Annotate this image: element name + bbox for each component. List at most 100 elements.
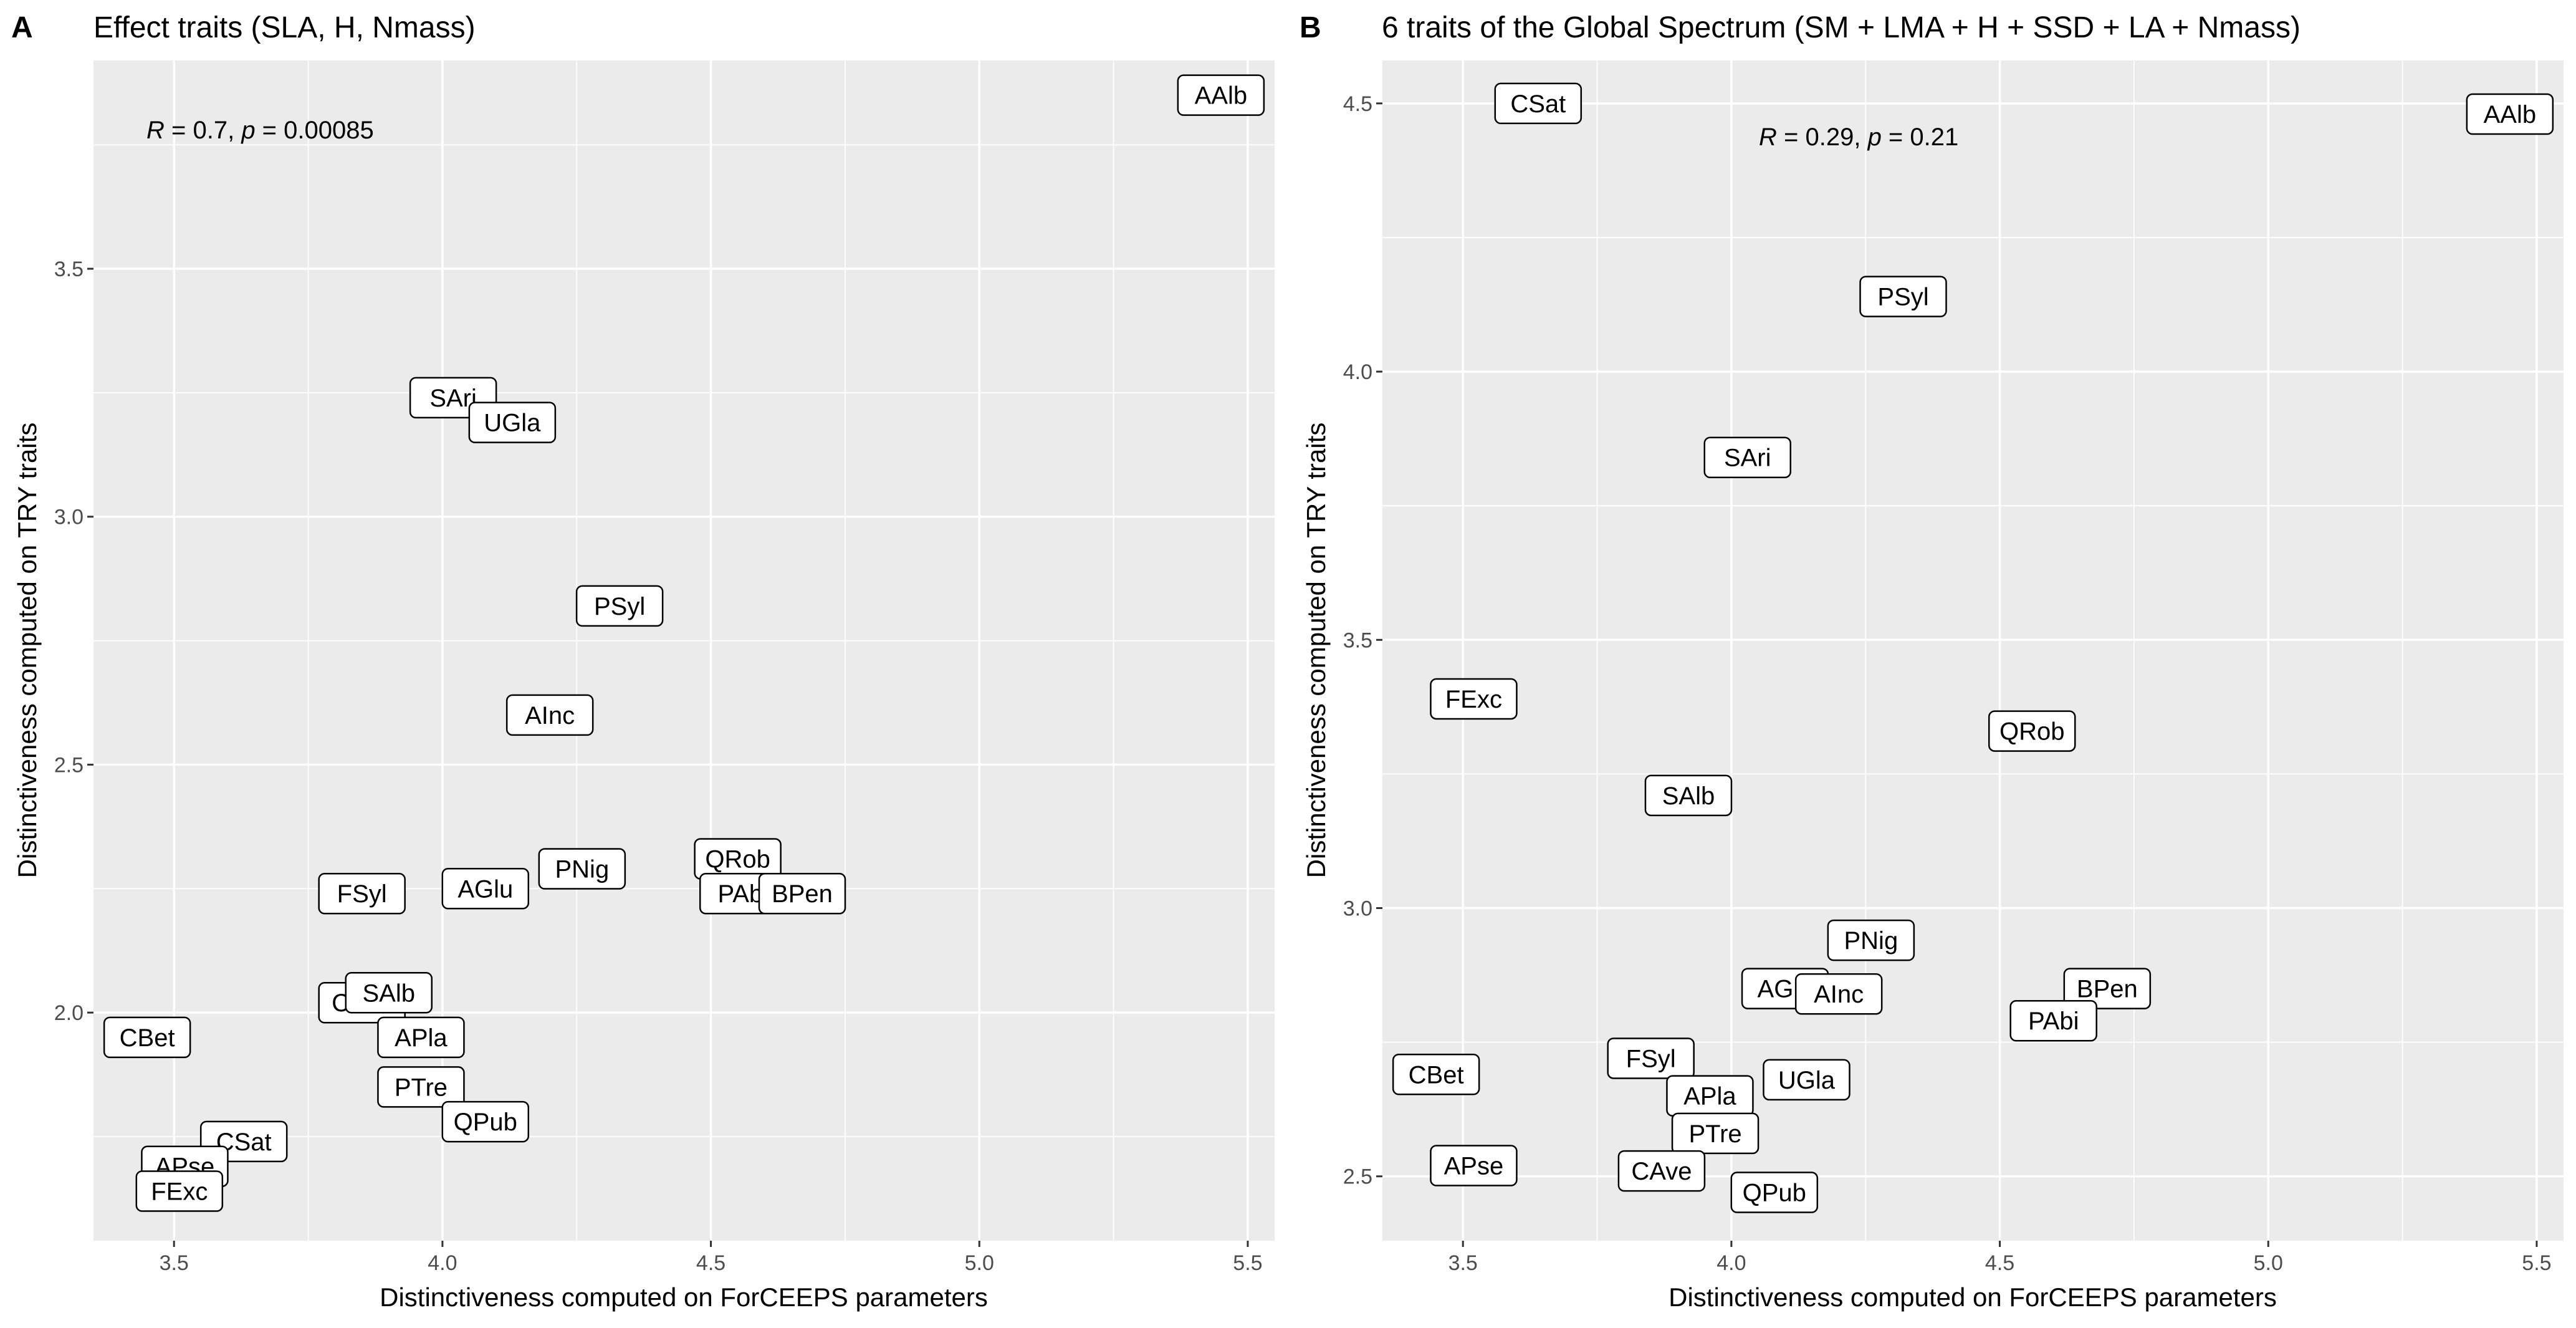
panel-a-point-box [103, 1016, 191, 1059]
panel-b-point-label: CBet [1392, 1054, 1480, 1095]
panel-a-r-value: = 0.7, [165, 117, 241, 144]
panel-a-y-tick-label: 2.5 [54, 753, 84, 777]
panel-a-point-label: APla [377, 1016, 465, 1059]
panel-a-point-box [1177, 74, 1265, 116]
panel-b-point-box [1703, 436, 1791, 478]
panel-b-y-tick-label: 3.5 [1343, 628, 1372, 652]
panel-b-point-label: AInc [1794, 973, 1883, 1015]
panel-a-point-text: AInc [525, 702, 575, 729]
panel-a-correlation-annotation: R = 0.7, p = 0.00085 [146, 117, 374, 144]
panel-a-point-label: PTre [377, 1066, 465, 1108]
panel-b-point-text: CBet [1409, 1061, 1464, 1089]
panel-b-y-tick-label: 3.0 [1343, 897, 1372, 921]
panel-a-x-tick-label: 4.5 [696, 1251, 725, 1275]
panel-a-letter: A [11, 11, 33, 44]
panel-b-point-text: SAlb [1662, 782, 1715, 810]
panel-a-point-label: QRob [694, 838, 782, 880]
panel-b-point-label: PNig [1827, 919, 1915, 961]
panel-a-y-tick-label: 3.5 [54, 257, 84, 281]
panel-a-point-label: BPen [758, 872, 846, 915]
panel-b-point-label: FExc [1430, 678, 1518, 720]
panel-a-x-tick-label: 4.0 [428, 1251, 457, 1275]
panel-a-x-tick-label: 3.5 [160, 1251, 189, 1275]
panel-a-point-text: UGla [484, 410, 541, 437]
panel-b-point-label: UGla [1763, 1059, 1851, 1101]
panel-b-title: 6 traits of the Global Spectrum (SM + LM… [1382, 11, 2301, 44]
panel-b-x-axis-title: Distinctiveness computed on ForCEEPS par… [1669, 1282, 2277, 1312]
panel-a-point-box [135, 1170, 224, 1212]
panel-b-r-label: R [1759, 123, 1777, 151]
panel-b-point-label: AAlb [2466, 93, 2554, 135]
panel-b-y-tick-label: 4.0 [1343, 360, 1372, 384]
panel-b-point-box [2063, 968, 2152, 1009]
panel-b-point-box [1794, 973, 1883, 1015]
panel-b-x-tick-label: 5.5 [2522, 1251, 2551, 1275]
panel-b-point-box [1827, 919, 1915, 961]
panel-b-point-box [1430, 678, 1518, 720]
panel-b-point-label: FSyl [1607, 1037, 1695, 1079]
panel-b-point-label: PSyl [1859, 276, 1947, 317]
panel-b-y-tick-label: 2.5 [1343, 1165, 1372, 1189]
panel-b-ticks: 3.5 4.0 4.5 5.0 5.5 2.5 3.0 3.5 4.0 4.5 [1343, 92, 2552, 1275]
panel-a-p-value: = 0.00085 [256, 117, 374, 144]
panel-a-x-tick-label: 5.0 [965, 1251, 994, 1275]
panel-a-plot-area [93, 60, 1275, 1241]
panel-b-point-label: CAve [1617, 1150, 1706, 1192]
panel-b-point-label: QRob [1988, 710, 2076, 752]
panel-a-point-label: AGlu [441, 868, 530, 910]
panel-a-point-label: AAlb [1177, 74, 1265, 116]
panel-b-point-text: APse [1444, 1153, 1504, 1180]
panel-a-title: Effect traits (SLA, H, Nmass) [93, 11, 476, 44]
panel-a-point-text: PSyl [594, 593, 645, 620]
panel-b-point-box [1763, 1059, 1851, 1101]
panel-b-point-box [2009, 999, 2097, 1042]
panel-b-correlation-annotation: R = 0.29, p = 0.21 [1759, 123, 1958, 151]
panel-b-x-tick-label: 3.5 [1448, 1251, 1478, 1275]
panel-b-point-box [1392, 1054, 1480, 1095]
panel-a-point-label: FExc [135, 1170, 224, 1212]
panel-b-point-text: SAri [1724, 445, 1771, 472]
panel-a-point-text: PTre [395, 1074, 448, 1101]
panel-a-point-box [318, 872, 406, 915]
panel-a-point-label: SAlb [345, 972, 433, 1014]
panel-b-point-text: FExc [1445, 686, 1502, 713]
panel-b-point-label: CSat [1494, 82, 1582, 125]
panel-a: A Effect traits (SLA, H, Nmass) 3.5 4.0 4.… [11, 11, 1275, 1312]
panel-b-point-label: SAlb [1644, 774, 1733, 817]
panel-b-point-label: QPub [1730, 1172, 1819, 1213]
panel-b-point-text: APla [1683, 1083, 1736, 1110]
panel-b-point-box [2466, 93, 2554, 135]
panel-a-point-text: FSyl [337, 880, 387, 908]
panel-b-point-label: PAbi [2009, 999, 2097, 1042]
panel-a-point-box [505, 694, 594, 736]
panel-a-point-text: QPub [454, 1109, 517, 1136]
panel-b-point-label: SAri [1703, 436, 1791, 478]
panel-a-point-text: BPen [772, 880, 833, 908]
panel-b-x-tick-label: 5.0 [2254, 1251, 2283, 1275]
panel-a-x-axis-title: Distinctiveness computed on ForCEEPS par… [380, 1282, 988, 1312]
panel-b-point-box [1430, 1145, 1518, 1186]
panel-b-point-label: APla [1666, 1075, 1754, 1117]
panel-a-point-box [377, 1066, 465, 1108]
panel-b-point-text: PTre [1688, 1120, 1741, 1148]
panel-a-point-label: AInc [505, 694, 594, 736]
panel-b-point-text: QPub [1743, 1180, 1806, 1207]
panel-b-point-text: CSat [1510, 90, 1566, 118]
panel-b-point-box [1859, 276, 1947, 317]
panel-a-point-text: PNig [555, 855, 609, 883]
panel-b-point-text: FSyl [1626, 1045, 1676, 1072]
panel-b-point-label: BPen [2063, 968, 2152, 1009]
panel-a-p-label: p [241, 117, 255, 144]
panel-b-point-text: PNig [1844, 927, 1898, 955]
panel-a-point-text: SAlb [363, 979, 416, 1007]
panel-a-point-text: AAlb [1195, 82, 1248, 110]
panel-b-point-label: PTre [1671, 1112, 1760, 1155]
panel-b-point-box [1730, 1172, 1819, 1213]
panel-a-y-tick-label: 2.0 [54, 1001, 84, 1025]
panel-b-letter: B [1300, 11, 1321, 44]
panel-a-point-label: FSyl [318, 872, 406, 915]
panel-a-point-text: APla [395, 1024, 448, 1052]
panel-a-point-label: QPub [441, 1100, 530, 1143]
